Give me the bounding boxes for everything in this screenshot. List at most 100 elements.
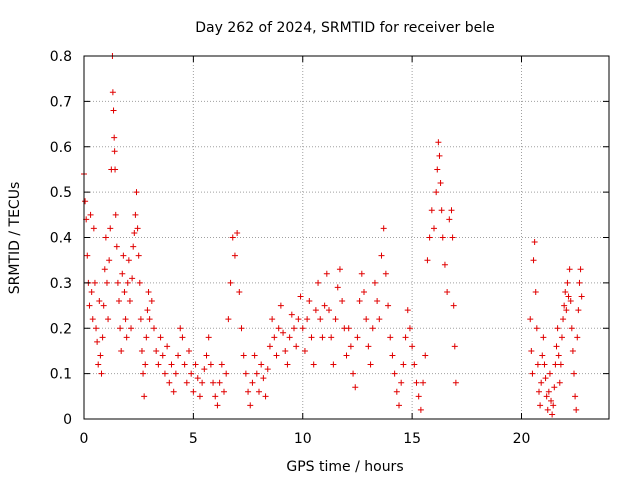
data-point xyxy=(188,370,195,377)
data-point xyxy=(336,266,343,273)
data-point xyxy=(103,279,110,286)
data-point xyxy=(527,316,534,323)
data-point xyxy=(553,343,560,350)
data-point xyxy=(142,361,149,368)
data-point xyxy=(426,234,433,241)
data-point xyxy=(310,361,317,368)
data-point xyxy=(315,279,322,286)
data-point xyxy=(135,252,142,259)
data-point xyxy=(271,334,278,341)
data-point xyxy=(452,379,459,386)
data-point xyxy=(111,148,118,155)
data-point xyxy=(376,316,383,323)
data-point xyxy=(166,379,173,386)
data-point xyxy=(530,257,537,264)
data-point xyxy=(569,347,576,354)
data-point xyxy=(400,361,407,368)
data-point xyxy=(415,393,422,400)
data-point xyxy=(288,311,295,318)
data-point xyxy=(101,266,108,273)
data-point xyxy=(109,89,116,96)
data-point xyxy=(218,361,225,368)
data-point xyxy=(148,298,155,305)
data-point xyxy=(323,270,330,277)
data-point xyxy=(216,379,223,386)
data-point xyxy=(572,393,579,400)
data-point xyxy=(563,307,570,314)
y-tick-label: 0.7 xyxy=(50,94,72,110)
data-point xyxy=(247,402,254,409)
data-point xyxy=(120,252,127,259)
data-point xyxy=(428,207,435,214)
data-point xyxy=(385,302,392,309)
data-point xyxy=(297,293,304,300)
data-point xyxy=(529,370,536,377)
data-point xyxy=(170,388,177,395)
data-point xyxy=(393,388,400,395)
data-point xyxy=(532,288,539,295)
data-point xyxy=(125,257,132,264)
data-point xyxy=(328,334,335,341)
data-point xyxy=(555,352,562,359)
data-point xyxy=(446,216,453,223)
data-point xyxy=(199,379,206,386)
data-point xyxy=(528,347,535,354)
data-point xyxy=(124,279,131,286)
data-point xyxy=(161,370,168,377)
data-point xyxy=(543,393,550,400)
data-point xyxy=(144,307,151,314)
data-point xyxy=(435,139,442,146)
data-point xyxy=(422,352,429,359)
y-tick-label: 0.1 xyxy=(50,367,72,383)
data-point xyxy=(112,166,119,173)
data-point xyxy=(113,243,120,250)
data-point xyxy=(273,352,280,359)
data-point xyxy=(436,152,443,159)
data-point xyxy=(192,361,199,368)
data-point xyxy=(562,288,569,295)
data-point xyxy=(565,293,572,300)
y-axis-ticks: 0 0.1 0.2 0.3 0.4 0.5 0.6 0.7 0.8 xyxy=(50,49,609,428)
data-point xyxy=(389,352,396,359)
data-point xyxy=(253,370,260,377)
data-point xyxy=(221,388,227,395)
data-point xyxy=(282,347,289,354)
data-point xyxy=(371,279,378,286)
data-point xyxy=(554,325,561,332)
data-point xyxy=(350,370,357,377)
data-point xyxy=(98,370,105,377)
data-point xyxy=(539,352,546,359)
data-point xyxy=(409,343,416,350)
data-point xyxy=(286,334,293,341)
data-point xyxy=(93,325,100,332)
data-point xyxy=(280,329,287,336)
data-point xyxy=(116,298,122,305)
data-point xyxy=(96,298,103,305)
data-point xyxy=(299,325,306,332)
data-point xyxy=(343,352,350,359)
data-point xyxy=(334,284,341,291)
data-point xyxy=(574,334,581,341)
data-point xyxy=(424,257,431,264)
x-tick-label: 5 xyxy=(189,431,198,447)
data-point xyxy=(264,366,271,373)
data-point xyxy=(545,388,552,395)
data-point xyxy=(194,375,201,382)
data-point xyxy=(258,361,265,368)
x-tick-label: 20 xyxy=(513,431,531,447)
data-point xyxy=(382,270,389,277)
data-point xyxy=(240,352,247,359)
data-point xyxy=(151,325,157,332)
data-point xyxy=(201,366,208,373)
y-tick-label: 0.6 xyxy=(50,140,72,156)
data-point xyxy=(548,397,555,404)
data-point xyxy=(369,325,376,332)
data-point xyxy=(119,270,126,277)
data-point xyxy=(245,388,252,395)
data-point xyxy=(179,334,186,341)
data-point xyxy=(121,288,128,295)
data-point xyxy=(536,388,542,395)
data-point xyxy=(234,229,241,236)
y-axis-label: SRMTID / TECUs xyxy=(7,182,23,295)
